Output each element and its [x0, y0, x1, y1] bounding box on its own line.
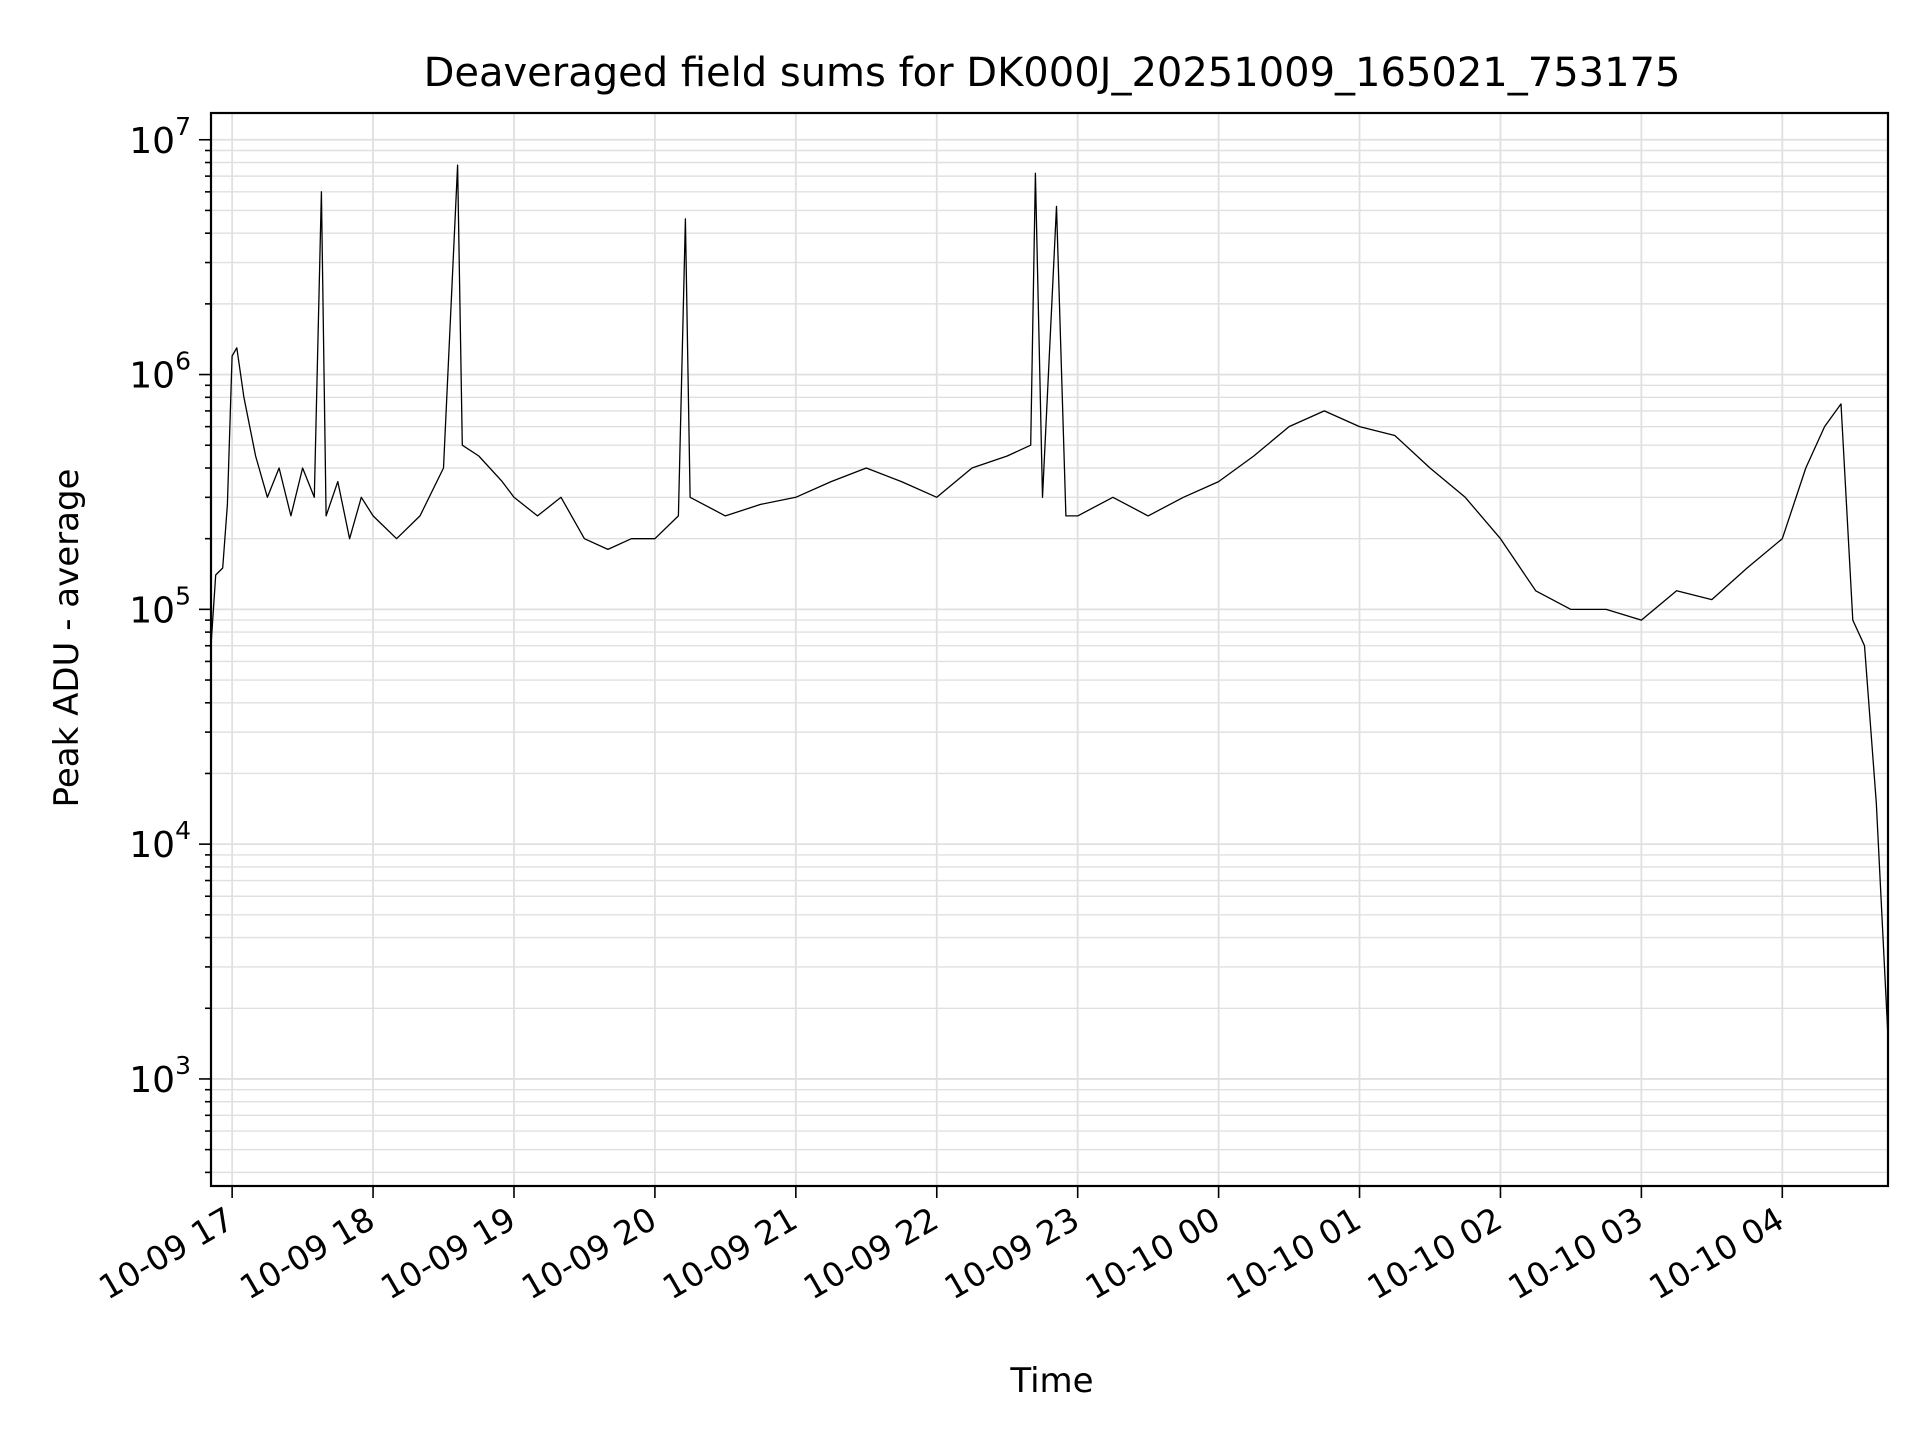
x-tick-label: 10-09 23 — [938, 1199, 1086, 1307]
x-tick-label: 10-09 22 — [797, 1199, 945, 1307]
y-tick-label: 103 — [129, 1051, 191, 1101]
chart-title: Deaveraged field sums for DK000J_2025100… — [424, 50, 1681, 96]
x-axis-label: Time — [1009, 1361, 1093, 1401]
x-tick-label: 10-09 20 — [515, 1199, 663, 1307]
x-tick-label: 10-10 03 — [1501, 1199, 1649, 1307]
axes-frame — [209, 111, 1890, 1188]
y-tick-label: 107 — [129, 112, 191, 162]
x-tick-label: 10-09 21 — [656, 1199, 804, 1307]
plot-area — [210, 164, 1889, 1038]
x-tick-label: 10-10 00 — [1079, 1199, 1227, 1307]
y-axis-label: Peak ADU - average — [47, 469, 87, 808]
y-tick-label: 105 — [129, 581, 191, 631]
x-tick-label: 10-10 02 — [1360, 1199, 1508, 1307]
x-tick-label: 10-10 01 — [1220, 1199, 1368, 1307]
x-tick-label: 10-09 19 — [374, 1199, 522, 1307]
x-tick-label: 10-10 04 — [1642, 1199, 1790, 1307]
grid — [211, 113, 1888, 1186]
series-line — [210, 164, 1889, 1038]
x-tick-label: 10-09 17 — [92, 1199, 240, 1307]
y-tick-label: 104 — [129, 816, 191, 866]
y-tick-label: 106 — [129, 347, 191, 397]
x-tick-label: 10-09 18 — [233, 1199, 381, 1307]
